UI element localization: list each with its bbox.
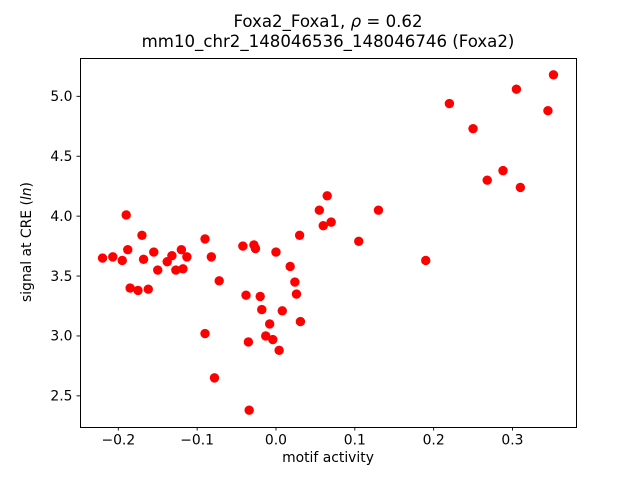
data-point: [548, 70, 559, 80]
data-point: [515, 182, 526, 193]
data-point: [444, 98, 455, 109]
data-point: [137, 230, 147, 241]
data-point: [149, 247, 159, 257]
title-prefix: Foxa2_Foxa1,: [233, 12, 351, 31]
data-point: [261, 331, 271, 341]
data-point: [314, 205, 325, 215]
data-point: [511, 84, 522, 94]
data-point: [176, 244, 187, 255]
y-tick-label: 3.5: [50, 269, 72, 285]
x-tick-label: −0.1: [180, 433, 214, 449]
x-axis-label: motif activity: [282, 450, 374, 466]
data-point: [271, 247, 281, 257]
data-point: [243, 337, 254, 347]
data-point: [117, 255, 127, 266]
data-point: [244, 405, 254, 415]
data-point: [214, 276, 224, 286]
data-point: [206, 252, 217, 262]
data-point: [241, 290, 251, 300]
data-point: [326, 217, 336, 227]
data-point: [182, 252, 192, 262]
data-point: [277, 306, 287, 316]
chart-title: Foxa2_Foxa1, ρ = 0.62 mm10_chr2_14804653…: [80, 12, 576, 52]
data-point: [255, 291, 265, 302]
title-suffix: = 0.62: [361, 12, 423, 31]
data-point: [133, 285, 143, 296]
data-point: [200, 328, 210, 339]
data-point: [318, 221, 328, 231]
data-point: [171, 265, 181, 275]
data-point: [290, 277, 300, 287]
x-tick-label: 0.0: [265, 433, 287, 449]
data-point: [421, 255, 431, 266]
data-point: [543, 106, 553, 116]
data-point: [498, 165, 508, 176]
data-point: [274, 345, 284, 356]
data-point: [373, 205, 384, 215]
data-point: [268, 334, 278, 345]
axes-frame: [80, 58, 577, 428]
data-point: [257, 304, 267, 315]
data-point: [153, 265, 163, 275]
data-point: [200, 234, 210, 244]
y-tick-label: 5.0: [50, 89, 72, 105]
y-tick-label: 4.0: [50, 209, 72, 225]
y-tick-label: 2.5: [50, 389, 72, 405]
x-tick-label: 0.3: [501, 433, 523, 449]
x-tick-label: 0.2: [423, 433, 445, 449]
y-tick-label: 3.0: [50, 329, 72, 345]
data-point: [295, 316, 306, 327]
x-tick-label: −0.2: [101, 433, 135, 449]
title-rho-symbol: ρ: [350, 12, 362, 31]
data-point: [97, 253, 108, 263]
x-tick-label: 0.1: [344, 433, 366, 449]
data-point: [285, 261, 295, 272]
chart-title-line1: Foxa2_Foxa1, ρ = 0.62: [80, 12, 576, 32]
data-point: [167, 250, 177, 261]
y-tick-label: 4.5: [50, 149, 72, 165]
data-point: [264, 319, 275, 329]
data-point: [108, 252, 118, 262]
chart-title-line2: mm10_chr2_148046536_148046746 (Foxa2): [141, 32, 515, 51]
data-point: [209, 373, 220, 383]
data-point: [123, 244, 133, 255]
data-point: [178, 264, 188, 274]
data-point: [294, 230, 305, 241]
data-point: [354, 236, 364, 247]
data-point: [468, 123, 478, 134]
data-point: [482, 175, 492, 185]
data-point: [238, 241, 248, 251]
data-point: [250, 243, 261, 254]
data-point: [138, 254, 149, 264]
data-point: [121, 210, 131, 220]
data-point: [322, 191, 332, 201]
data-point: [143, 284, 153, 294]
data-point: [291, 289, 302, 299]
data-point: [125, 283, 135, 293]
